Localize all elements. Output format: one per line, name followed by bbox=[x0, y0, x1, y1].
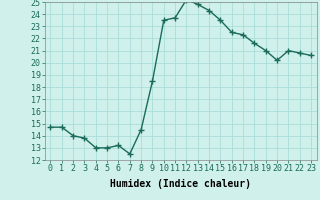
X-axis label: Humidex (Indice chaleur): Humidex (Indice chaleur) bbox=[110, 179, 251, 189]
